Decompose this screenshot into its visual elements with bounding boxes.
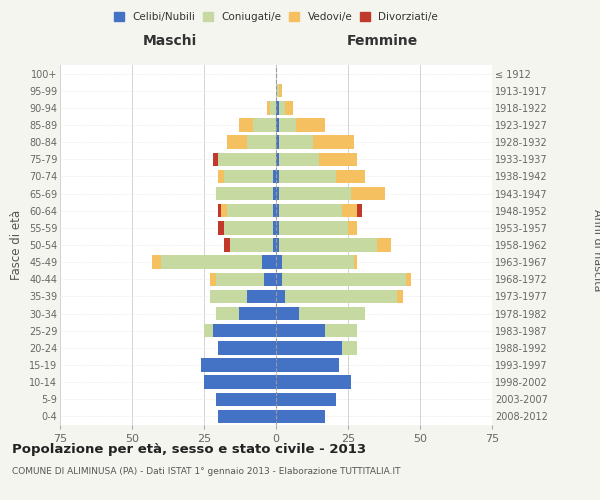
Bar xyxy=(276,376,351,389)
Bar xyxy=(273,170,276,183)
Bar xyxy=(279,84,282,98)
Bar xyxy=(212,152,218,166)
Bar xyxy=(212,324,276,338)
Bar xyxy=(247,290,276,303)
Bar xyxy=(230,238,273,252)
Bar xyxy=(218,341,276,354)
Bar xyxy=(296,118,325,132)
Bar xyxy=(224,170,273,183)
Bar xyxy=(276,290,284,303)
Bar xyxy=(276,187,279,200)
Bar xyxy=(279,238,377,252)
Bar xyxy=(239,118,253,132)
Bar xyxy=(218,170,224,183)
Bar xyxy=(276,410,325,423)
Bar xyxy=(276,204,279,218)
Bar xyxy=(279,136,313,149)
Legend: Celibi/Nubili, Coniugati/e, Vedovi/e, Divorziati/e: Celibi/Nubili, Coniugati/e, Vedovi/e, Di… xyxy=(112,10,440,24)
Bar xyxy=(282,272,406,286)
Bar xyxy=(342,204,356,218)
Bar xyxy=(377,238,391,252)
Bar xyxy=(279,118,296,132)
Bar xyxy=(215,272,265,286)
Bar xyxy=(276,307,299,320)
Bar xyxy=(325,324,356,338)
Bar xyxy=(279,187,351,200)
Bar xyxy=(406,272,412,286)
Bar xyxy=(276,238,279,252)
Bar xyxy=(276,392,337,406)
Bar xyxy=(354,256,356,269)
Bar xyxy=(273,204,276,218)
Bar xyxy=(224,238,230,252)
Text: Femmine: Femmine xyxy=(347,34,418,48)
Bar xyxy=(268,101,270,114)
Bar xyxy=(276,118,279,132)
Bar xyxy=(161,256,262,269)
Bar xyxy=(284,101,293,114)
Bar xyxy=(221,204,227,218)
Text: Anni di nascita: Anni di nascita xyxy=(592,209,600,291)
Bar xyxy=(279,221,348,234)
Bar xyxy=(351,187,385,200)
Bar xyxy=(276,136,279,149)
Bar xyxy=(356,204,362,218)
Bar xyxy=(279,152,319,166)
Bar xyxy=(218,221,224,234)
Bar xyxy=(218,410,276,423)
Bar xyxy=(299,307,365,320)
Bar xyxy=(276,101,279,114)
Bar xyxy=(273,238,276,252)
Bar xyxy=(253,118,276,132)
Bar xyxy=(215,187,273,200)
Bar xyxy=(342,341,356,354)
Bar xyxy=(152,256,161,269)
Bar xyxy=(227,136,247,149)
Bar xyxy=(276,256,282,269)
Bar xyxy=(313,136,354,149)
Bar xyxy=(284,290,397,303)
Bar xyxy=(276,221,279,234)
Bar xyxy=(204,376,276,389)
Bar xyxy=(276,84,279,98)
Bar xyxy=(224,221,273,234)
Bar xyxy=(276,358,340,372)
Bar xyxy=(319,152,356,166)
Text: Maschi: Maschi xyxy=(142,34,197,48)
Bar xyxy=(227,204,273,218)
Bar xyxy=(218,152,276,166)
Bar xyxy=(348,221,356,234)
Bar xyxy=(210,290,247,303)
Text: COMUNE DI ALIMINUSA (PA) - Dati ISTAT 1° gennaio 2013 - Elaborazione TUTTITALIA.: COMUNE DI ALIMINUSA (PA) - Dati ISTAT 1°… xyxy=(12,468,401,476)
Bar xyxy=(397,290,403,303)
Bar xyxy=(273,221,276,234)
Bar xyxy=(279,101,284,114)
Bar xyxy=(282,256,354,269)
Bar xyxy=(204,324,212,338)
Bar xyxy=(273,187,276,200)
Bar xyxy=(265,272,276,286)
Bar xyxy=(270,101,276,114)
Bar xyxy=(276,272,282,286)
Bar xyxy=(276,170,279,183)
Bar xyxy=(210,272,215,286)
Bar xyxy=(201,358,276,372)
Bar xyxy=(262,256,276,269)
Bar xyxy=(215,392,276,406)
Bar xyxy=(218,204,221,218)
Bar xyxy=(239,307,276,320)
Bar xyxy=(276,341,342,354)
Bar xyxy=(215,307,239,320)
Y-axis label: Fasce di età: Fasce di età xyxy=(10,210,23,280)
Bar xyxy=(337,170,365,183)
Bar xyxy=(276,324,325,338)
Bar xyxy=(279,170,337,183)
Bar xyxy=(279,204,342,218)
Bar xyxy=(276,152,279,166)
Text: Popolazione per età, sesso e stato civile - 2013: Popolazione per età, sesso e stato civil… xyxy=(12,442,366,456)
Bar xyxy=(247,136,276,149)
